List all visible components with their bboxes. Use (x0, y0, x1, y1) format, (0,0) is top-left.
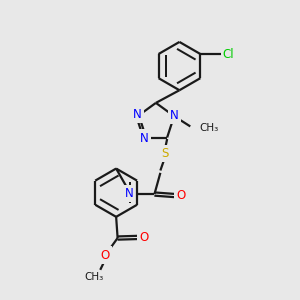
Text: N: N (140, 132, 148, 145)
Text: O: O (140, 231, 149, 244)
Text: N: N (124, 187, 133, 200)
Text: Cl: Cl (222, 47, 233, 61)
Text: CH₃: CH₃ (85, 272, 104, 282)
Text: CH₃: CH₃ (200, 124, 219, 134)
Text: H: H (122, 187, 131, 200)
Text: O: O (176, 189, 186, 202)
Text: N: N (133, 108, 142, 121)
Text: O: O (100, 249, 110, 262)
Text: N: N (170, 109, 179, 122)
Text: S: S (161, 147, 169, 160)
